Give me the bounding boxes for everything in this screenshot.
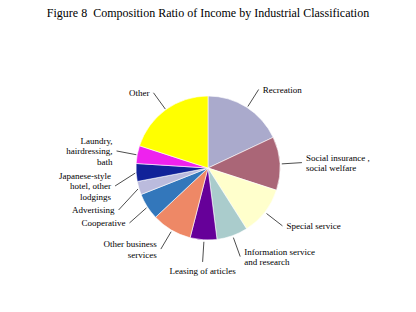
svg-text:Other businessservices: Other businessservices bbox=[104, 239, 158, 260]
svg-text:Japanese-stylehotel, otherlodg: Japanese-stylehotel, otherlodgings bbox=[59, 171, 111, 203]
svg-text:Information serviceand researc: Information serviceand research bbox=[244, 247, 315, 268]
svg-text:Laundry,hairdressing,bath: Laundry,hairdressing,bath bbox=[66, 136, 113, 168]
svg-text:Social insurance ,social welfa: Social insurance ,social welfare bbox=[306, 153, 370, 174]
svg-text:Other: Other bbox=[129, 88, 150, 98]
svg-text:Cooperative: Cooperative bbox=[81, 218, 125, 228]
html-text:Figure 8 Composition Ratio of: Figure 8 Composition Ratio of Income by … bbox=[46, 6, 370, 20]
svg-text:Advertising: Advertising bbox=[72, 205, 115, 215]
svg-text:Recreation: Recreation bbox=[263, 85, 302, 95]
svg-text:Special service: Special service bbox=[286, 221, 340, 231]
svg-text:Leasing of articles: Leasing of articles bbox=[169, 266, 236, 276]
